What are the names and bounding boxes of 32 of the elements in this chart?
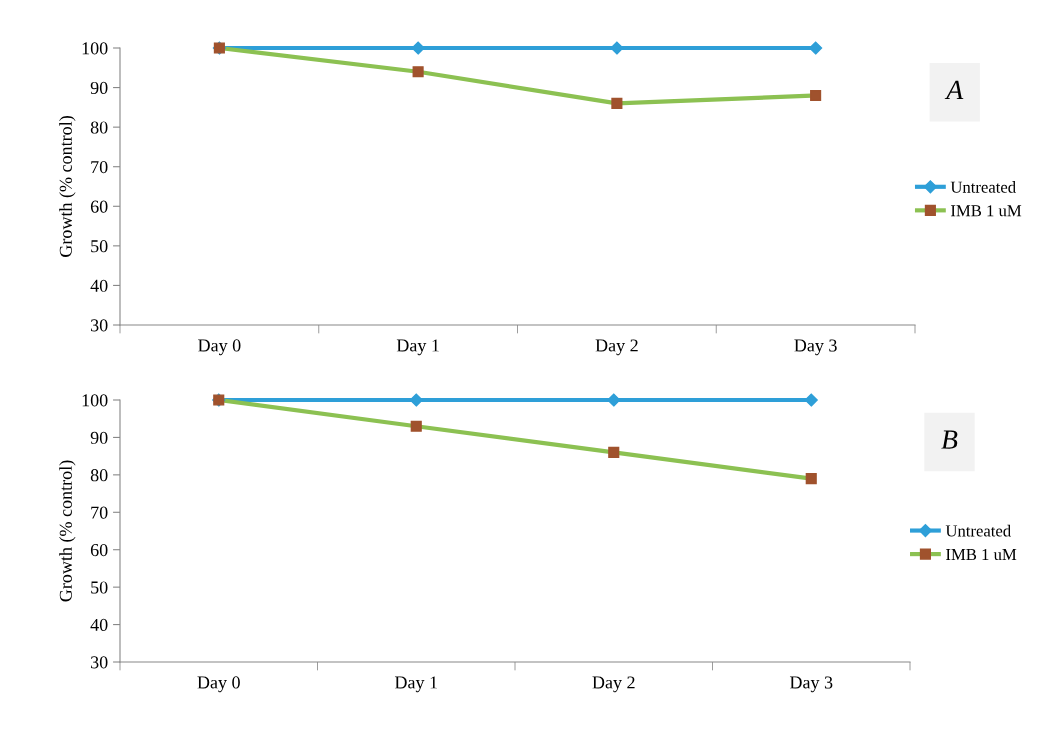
y-tick-label: 100 — [82, 42, 108, 55]
x-tick-label: Day 3 — [789, 676, 833, 693]
y-tick-label: 90 — [90, 431, 108, 444]
y-tick-label: 90 — [90, 81, 108, 95]
y-tick-label: 40 — [90, 618, 108, 632]
x-tick-label: Day 1 — [396, 339, 439, 356]
y-tick-label: 30 — [91, 656, 108, 669]
legend-label: IMB 1 uM — [950, 205, 1022, 217]
x-tick-label: Day 0 — [197, 676, 240, 693]
x-tick-label: Day 2 — [592, 676, 635, 693]
legend-label: Untreated — [950, 181, 1016, 193]
y-tick-label: 50 — [91, 581, 108, 594]
x-tick-label: Day 3 — [794, 339, 837, 356]
x-tick-label: Day 2 — [595, 339, 638, 356]
y-tick-label: 40 — [90, 279, 108, 292]
y-tick-label: 30 — [91, 319, 108, 332]
y-tick-label: 80 — [90, 121, 108, 134]
y-axis-title: Growth (% control) — [59, 460, 76, 602]
y-tick-label: 50 — [91, 240, 108, 253]
x-tick-label: Day 0 — [198, 339, 241, 356]
text: B — [941, 430, 958, 449]
text: A — [944, 80, 964, 99]
legend-label: Untreated — [945, 524, 1011, 537]
y-tick-label: 80 — [90, 469, 108, 482]
y-tick-label: 60 — [90, 200, 108, 213]
y-tick-label: 100 — [82, 394, 108, 407]
y-axis-title: Growth (% control) — [59, 116, 76, 257]
y-tick-label: 70 — [91, 506, 108, 519]
y-tick-label: 70 — [91, 160, 108, 174]
x-tick-label: Day 1 — [394, 676, 437, 693]
legend-label: IMB 1 uM — [946, 548, 1017, 561]
y-tick-label: 60 — [90, 543, 108, 557]
